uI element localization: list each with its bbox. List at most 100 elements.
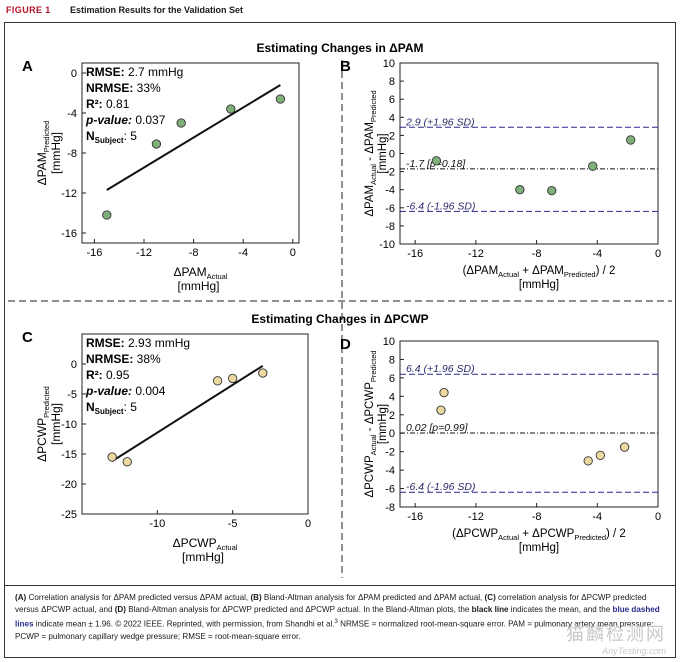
caption-blue-lines: blue dashed lines [15, 605, 660, 629]
label-part: N [86, 129, 95, 143]
x-tick-label-a: -4 [238, 247, 248, 259]
label-part: 38% [133, 352, 161, 366]
y-tick-label-c: -10 [61, 419, 77, 431]
y-tick-label-b: 4 [389, 112, 395, 124]
label-part: Predicted [564, 270, 596, 279]
stat-n-c: NSubject: 5 [86, 400, 137, 416]
x-tick-label-d: -4 [592, 511, 602, 523]
stat-r2-c: R²: 0.95 [86, 368, 130, 382]
label-part: Actual [217, 543, 238, 552]
label-part: (ΔPAM [463, 265, 499, 277]
label-part: Predicted [42, 386, 51, 418]
label-part: RMSE: [86, 65, 125, 79]
charts-layer: A-16 -12 -8 -4 00-4-8-12-16ΔPAMActual[mmHg]Δ… [22, 58, 661, 564]
y-axis-unit-b: [mmHg] [377, 133, 389, 173]
y-tick-label-c: -15 [61, 449, 77, 461]
x-tick-label-d: -16 [407, 511, 423, 523]
x-tick-label-c: -10 [149, 518, 165, 530]
label-part: R²: [86, 97, 103, 111]
data-point-b [547, 185, 557, 196]
y-axis-unit-c: [mmHg] [49, 403, 63, 445]
data-point-c [122, 457, 132, 467]
y-tick-label-a: -16 [61, 228, 77, 240]
caption-text-tail: indicate mean ± 1.96. © 2022 IEEE. Repri… [33, 619, 335, 629]
label-part: ΔPCWP [35, 418, 49, 462]
label-part: Predicted [369, 350, 378, 382]
label-part: ΔPAM [174, 265, 207, 279]
figure-panel-box [4, 22, 676, 586]
y-tick-label-d: 2 [389, 410, 395, 422]
y-axis-label-a: ΔPAMPredicted [35, 121, 51, 186]
x-axis-unit-b: [mmHg] [519, 279, 559, 291]
stat-pvalue-a: p-value: 0.037 [85, 113, 166, 127]
y-tick-label-b: 0 [389, 149, 395, 161]
label-part: Actual [207, 272, 228, 281]
label-part: ) / 2 [606, 528, 626, 540]
panel-letter-b: B [340, 58, 351, 75]
y-tick-label-a: -12 [61, 188, 77, 200]
caption-ref-d: (D) [114, 605, 126, 614]
caption-reference: 3 [334, 619, 338, 625]
label-part: NRMSE: [86, 81, 133, 95]
y-tick-label-b: -8 [385, 221, 395, 233]
label-part: p-value: [85, 113, 132, 127]
data-point-b [588, 161, 598, 171]
regression-line-c [111, 364, 264, 463]
x-tick-label-a: -16 [86, 247, 102, 259]
label-part: Predicted [574, 533, 606, 542]
panel-letter-c: C [22, 329, 33, 346]
watermark-en: AnyTesting.com [602, 646, 666, 656]
regression-line-a [106, 84, 281, 191]
x-axis-label-b: (ΔPAMActual + ΔPAMPredicted) / 2 [463, 265, 616, 279]
y-tick-label-b: 8 [389, 76, 395, 88]
y-tick-label-d: -4 [385, 465, 395, 477]
label-part: : 5 [124, 129, 138, 143]
label-part: + ΔPAM [519, 265, 564, 277]
label-part: (ΔPCWP [452, 528, 498, 540]
data-point-a [151, 139, 162, 149]
upper-sd-label-d: 6.4 (+1.96 SD) [406, 363, 475, 375]
data-point-a [176, 118, 186, 128]
data-point-b [626, 135, 636, 145]
panel-a: A-16 -12 -8 -4 00-4-8-12-16ΔPAMActual[mmHg]Δ… [22, 58, 300, 293]
y-axis-unit-d: [mmHg] [377, 404, 389, 444]
y-tick-label-a: -4 [67, 108, 77, 120]
section-title-pam: Estimating Changes in ΔPAM [256, 41, 423, 55]
y-axis-label-c: ΔPCWPPredicted [35, 386, 51, 462]
x-tick-label-b: 0 [655, 248, 661, 260]
label-part: ΔPAM [35, 152, 49, 185]
data-point-a [226, 104, 236, 114]
x-axis-unit-c: [mmHg] [182, 550, 224, 564]
watermark: 猫麟检测网 AnyTesting.com [566, 620, 666, 656]
label-part: 0.004 [132, 384, 166, 398]
data-point-c [107, 452, 117, 462]
x-tick-label-a: -12 [136, 247, 152, 259]
y-tick-label-d: -2 [385, 447, 395, 459]
data-point-c [212, 376, 223, 386]
label-part: 0.037 [132, 113, 166, 127]
stat-pvalue-c: p-value: 0.004 [85, 384, 166, 398]
label-part: Subject [95, 407, 124, 416]
figure-caption: (A) Correlation analysis for ΔPAM predic… [4, 586, 676, 658]
x-tick-label-d: -12 [468, 511, 484, 523]
x-tick-label-b: -8 [532, 248, 542, 260]
label-part: ) / 2 [596, 265, 616, 277]
label-part: - ΔPAM [364, 122, 376, 164]
label-part: p-value: [85, 384, 132, 398]
label-part: 33% [133, 81, 161, 95]
x-axis-unit-d: [mmHg] [519, 542, 559, 554]
x-tick-label-c: 0 [305, 518, 311, 530]
caption-text-c: correlation analysis for ΔPCWP predicted… [15, 593, 647, 614]
panel-letter-a: A [22, 58, 33, 75]
caption-abbreviations: NRMSE = normalized root-mean-square erro… [15, 619, 654, 641]
lower-sd-label-b: -6.4 (-1.96 SD) [406, 200, 475, 212]
mean-label-d: 0.02 [p=0.99] [406, 422, 469, 434]
y-tick-label-d: -6 [385, 484, 395, 496]
x-axis-label-a: ΔPAMActual [174, 265, 228, 281]
x-tick-label-c: -5 [228, 518, 238, 530]
y-tick-label-d: 0 [389, 428, 395, 440]
y-tick-label-b: 6 [389, 94, 395, 106]
x-tick-label-a: -8 [189, 247, 199, 259]
x-tick-label-d: 0 [655, 511, 661, 523]
label-part: 0.95 [103, 368, 130, 382]
